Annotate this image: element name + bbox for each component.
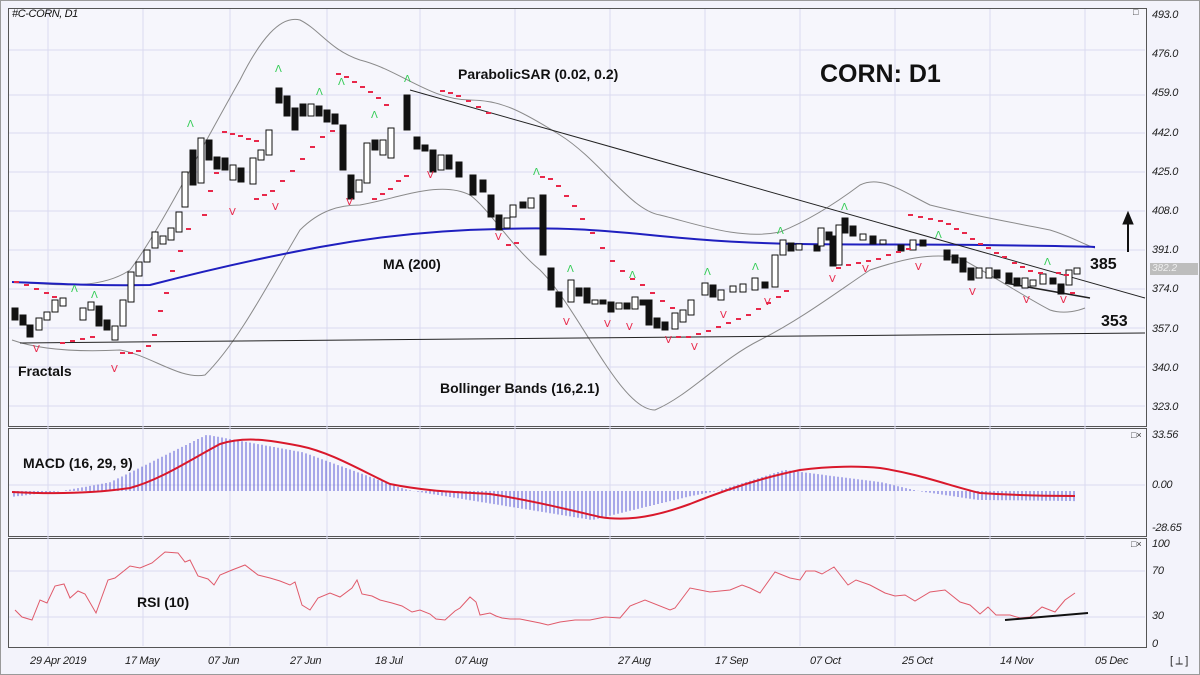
candlesticks — [11, 87, 1081, 341]
date-label: 07 Oct — [810, 655, 841, 667]
svg-text:V: V — [495, 232, 502, 243]
svg-text:Λ: Λ — [752, 262, 759, 273]
macd-label: MACD (16, 29, 9) — [23, 455, 133, 471]
resistance-level-label: 385 — [1090, 256, 1117, 273]
svg-text:V: V — [427, 170, 434, 181]
svg-text:V: V — [969, 287, 976, 298]
chart-title: CORN: D1 — [820, 60, 941, 88]
svg-text:Λ: Λ — [316, 87, 323, 98]
svg-text:Λ: Λ — [567, 264, 574, 275]
svg-text:Λ: Λ — [404, 74, 411, 85]
parabolic-sar-dots — [14, 73, 1075, 354]
date-label: 27 Aug — [618, 655, 651, 667]
svg-text:Λ: Λ — [187, 119, 194, 130]
svg-text:Λ: Λ — [777, 226, 784, 237]
macd-signal-line — [11, 438, 1076, 520]
current-price-tag: 382.2 — [1150, 263, 1198, 275]
scroll-control-button[interactable]: [ ⟂ ] — [1170, 655, 1189, 667]
fractal-markers: Λ Λ Λ Λ Λ Λ Λ Λ Λ Λ Λ Λ Λ Λ Λ Λ Λ V V V V V V V V V V V V V V V V… — [33, 64, 1067, 375]
svg-text:V: V — [33, 344, 40, 355]
grid-lines — [9, 9, 1145, 646]
price-pane[interactable] — [8, 8, 1147, 427]
bollinger-label: Bollinger Bands (16,2.1) — [440, 380, 600, 396]
rsi-trendline — [1004, 612, 1089, 621]
svg-text:Λ: Λ — [91, 290, 98, 301]
svg-text:V: V — [626, 322, 633, 333]
date-label: 07 Jun — [208, 655, 240, 667]
macd-pane-controls[interactable]: □× — [1131, 430, 1142, 440]
svg-text:V: V — [764, 297, 771, 308]
date-label: 29 Apr 2019 — [30, 655, 87, 667]
date-label: 25 Oct — [902, 655, 933, 667]
support-level-label: 353 — [1101, 313, 1128, 330]
date-label: 14 Nov — [1000, 655, 1034, 667]
svg-text:V: V — [272, 202, 279, 213]
svg-text:V: V — [604, 319, 611, 330]
svg-text:V: V — [111, 364, 118, 375]
parabolic-sar-label: ParabolicSAR (0.02, 0.2) — [458, 66, 619, 82]
svg-text:Λ: Λ — [275, 64, 282, 75]
svg-text:V: V — [1060, 295, 1067, 306]
pane-maximize-icon[interactable]: □ — [1133, 7, 1139, 17]
symbol-label: #C-CORN, D1 — [12, 8, 78, 20]
ma-label: MA (200) — [383, 256, 441, 272]
date-label: 07 Aug — [455, 655, 488, 667]
svg-text:V: V — [665, 335, 672, 346]
svg-text:V: V — [563, 317, 570, 328]
date-label: 27 Jun — [290, 655, 322, 667]
rsi-line — [14, 551, 1076, 626]
svg-text:V: V — [229, 207, 236, 218]
svg-text:Λ: Λ — [1044, 257, 1051, 268]
up-arrow-icon — [1122, 210, 1134, 252]
svg-text:Λ: Λ — [338, 77, 345, 88]
ma-200-line — [11, 227, 1096, 287]
svg-text:V: V — [829, 274, 836, 285]
svg-text:V: V — [1023, 295, 1030, 306]
date-label: 17 Sep — [715, 655, 749, 667]
date-label: 18 Jul — [375, 655, 403, 667]
svg-text:Λ: Λ — [371, 110, 378, 121]
svg-text:Λ: Λ — [704, 267, 711, 278]
svg-text:V: V — [346, 197, 353, 208]
svg-text:V: V — [720, 310, 727, 321]
date-label: 05 Dec — [1095, 655, 1129, 667]
svg-text:V: V — [862, 264, 869, 275]
fractals-label: Fractals — [18, 363, 72, 379]
date-label: 17 May — [125, 655, 160, 667]
svg-text:Λ: Λ — [71, 284, 78, 295]
rsi-pane[interactable] — [8, 538, 1147, 648]
svg-text:Λ: Λ — [935, 230, 942, 241]
rsi-label: RSI (10) — [137, 594, 190, 610]
svg-text:Λ: Λ — [841, 202, 848, 213]
macd-histogram — [13, 435, 1075, 520]
svg-text:V: V — [691, 342, 698, 353]
rsi-pane-controls[interactable]: □× — [1131, 539, 1142, 549]
svg-text:Λ: Λ — [533, 167, 540, 178]
svg-text:Λ: Λ — [629, 270, 636, 281]
svg-text:V: V — [915, 262, 922, 273]
